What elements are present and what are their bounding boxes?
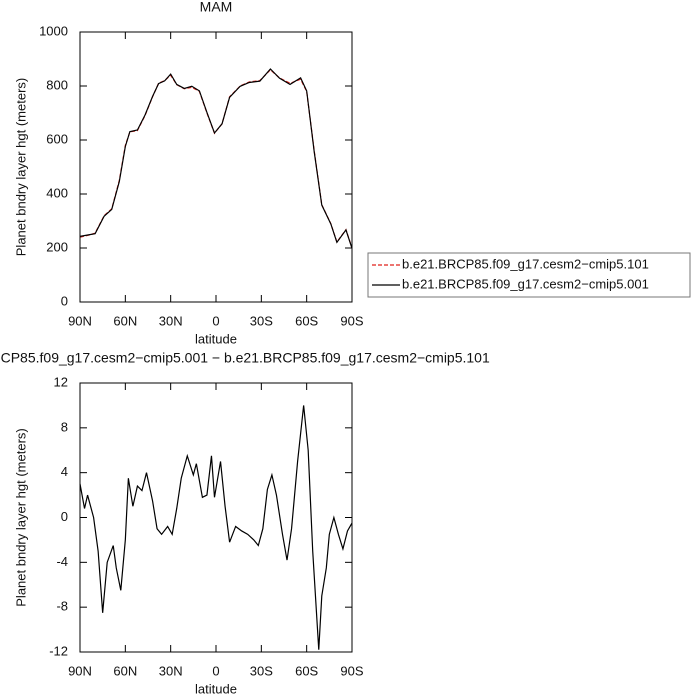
x-axis-label: latitude xyxy=(195,681,237,696)
y-tick-label: 8 xyxy=(61,419,68,434)
y-tick-label: 4 xyxy=(61,464,68,479)
y-tick-label: 200 xyxy=(46,239,68,254)
y-tick-label: 600 xyxy=(46,131,68,146)
x-tick-label: 60S xyxy=(295,313,318,328)
x-tick-label: 0 xyxy=(212,313,219,328)
x-axis-label: latitude xyxy=(195,331,237,346)
y-tick-label: -12 xyxy=(49,643,68,658)
plot-frame xyxy=(79,31,353,303)
y-tick-label: 1000 xyxy=(39,23,68,38)
chart-title: b.e21.BRCP85.f09_g17.cesm2−cmip5.001 − b… xyxy=(0,350,490,366)
chart-title: MAM xyxy=(200,0,233,15)
x-tick-label: 30N xyxy=(159,663,183,678)
x-tick-label: 30N xyxy=(159,313,183,328)
x-tick-label: 60N xyxy=(113,663,137,678)
y-axis-label: Planet bndry layer hgt (meters) xyxy=(13,428,28,606)
x-tick-label: 90S xyxy=(340,663,363,678)
plot-frame xyxy=(79,382,353,653)
y-tick-label: 0 xyxy=(61,293,68,308)
x-tick-label: 0 xyxy=(212,663,219,678)
legend-label: b.e21.BRCP85.f09_g17.cesm2−cmip5.001 xyxy=(402,276,649,291)
legend-label: b.e21.BRCP85.f09_g17.cesm2−cmip5.101 xyxy=(402,256,649,271)
y-tick-label: -8 xyxy=(56,599,68,614)
y-tick-label: -4 xyxy=(56,554,68,569)
y-axis-label: Planet bndry layer hgt (meters) xyxy=(13,78,28,256)
x-tick-label: 90S xyxy=(340,313,363,328)
x-tick-label: 90N xyxy=(68,313,92,328)
x-tick-label: 30S xyxy=(250,313,273,328)
y-tick-label: 400 xyxy=(46,185,68,200)
data-line xyxy=(79,68,353,249)
x-tick-label: 30S xyxy=(250,663,273,678)
x-tick-label: 60N xyxy=(113,313,137,328)
data-line xyxy=(79,68,353,249)
y-tick-label: 0 xyxy=(61,509,68,524)
x-tick-label: 60S xyxy=(295,663,318,678)
y-tick-label: 800 xyxy=(46,77,68,92)
data-line xyxy=(79,405,353,650)
legend-box xyxy=(367,252,691,298)
y-tick-label: 12 xyxy=(54,374,68,389)
x-tick-label: 90N xyxy=(68,663,92,678)
